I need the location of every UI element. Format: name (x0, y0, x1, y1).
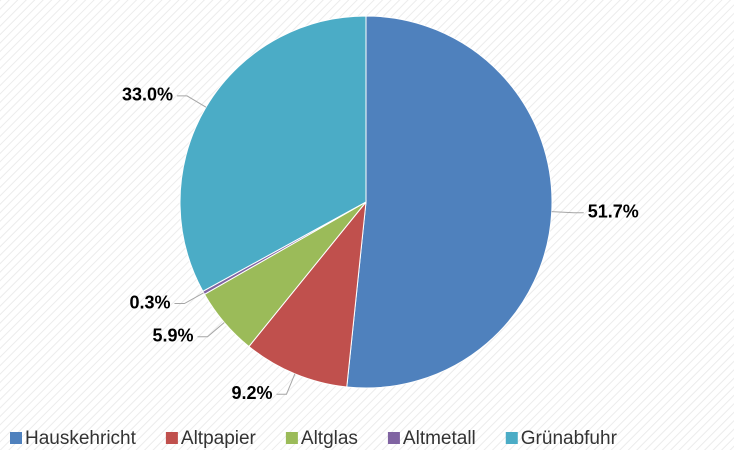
legend-swatch (10, 432, 22, 444)
data-label: 5.9% (152, 325, 193, 345)
pie-slice (248, 200, 367, 388)
leader-line (197, 322, 225, 338)
legend-label: Hauskehricht (25, 428, 137, 449)
legend-swatch (285, 432, 298, 444)
leader-line (551, 211, 584, 214)
legend-swatch (387, 432, 400, 444)
legend-label: Altglas (301, 428, 358, 449)
data-label: 33.0% (122, 85, 173, 105)
legend-label: Altmetall (403, 428, 476, 449)
leader-line (174, 292, 204, 305)
data-label: 51.7% (588, 202, 639, 222)
data-label: 0.3% (129, 292, 170, 312)
pie-slice (179, 15, 367, 292)
leader-line (276, 373, 296, 395)
data-label: 9.2% (231, 383, 272, 403)
leader-line (177, 95, 207, 108)
legend-label: Grünabfuhr (521, 428, 618, 449)
legend-label: Altpapier (181, 428, 257, 449)
legend-swatch (165, 432, 178, 444)
legend-swatch (505, 432, 518, 444)
